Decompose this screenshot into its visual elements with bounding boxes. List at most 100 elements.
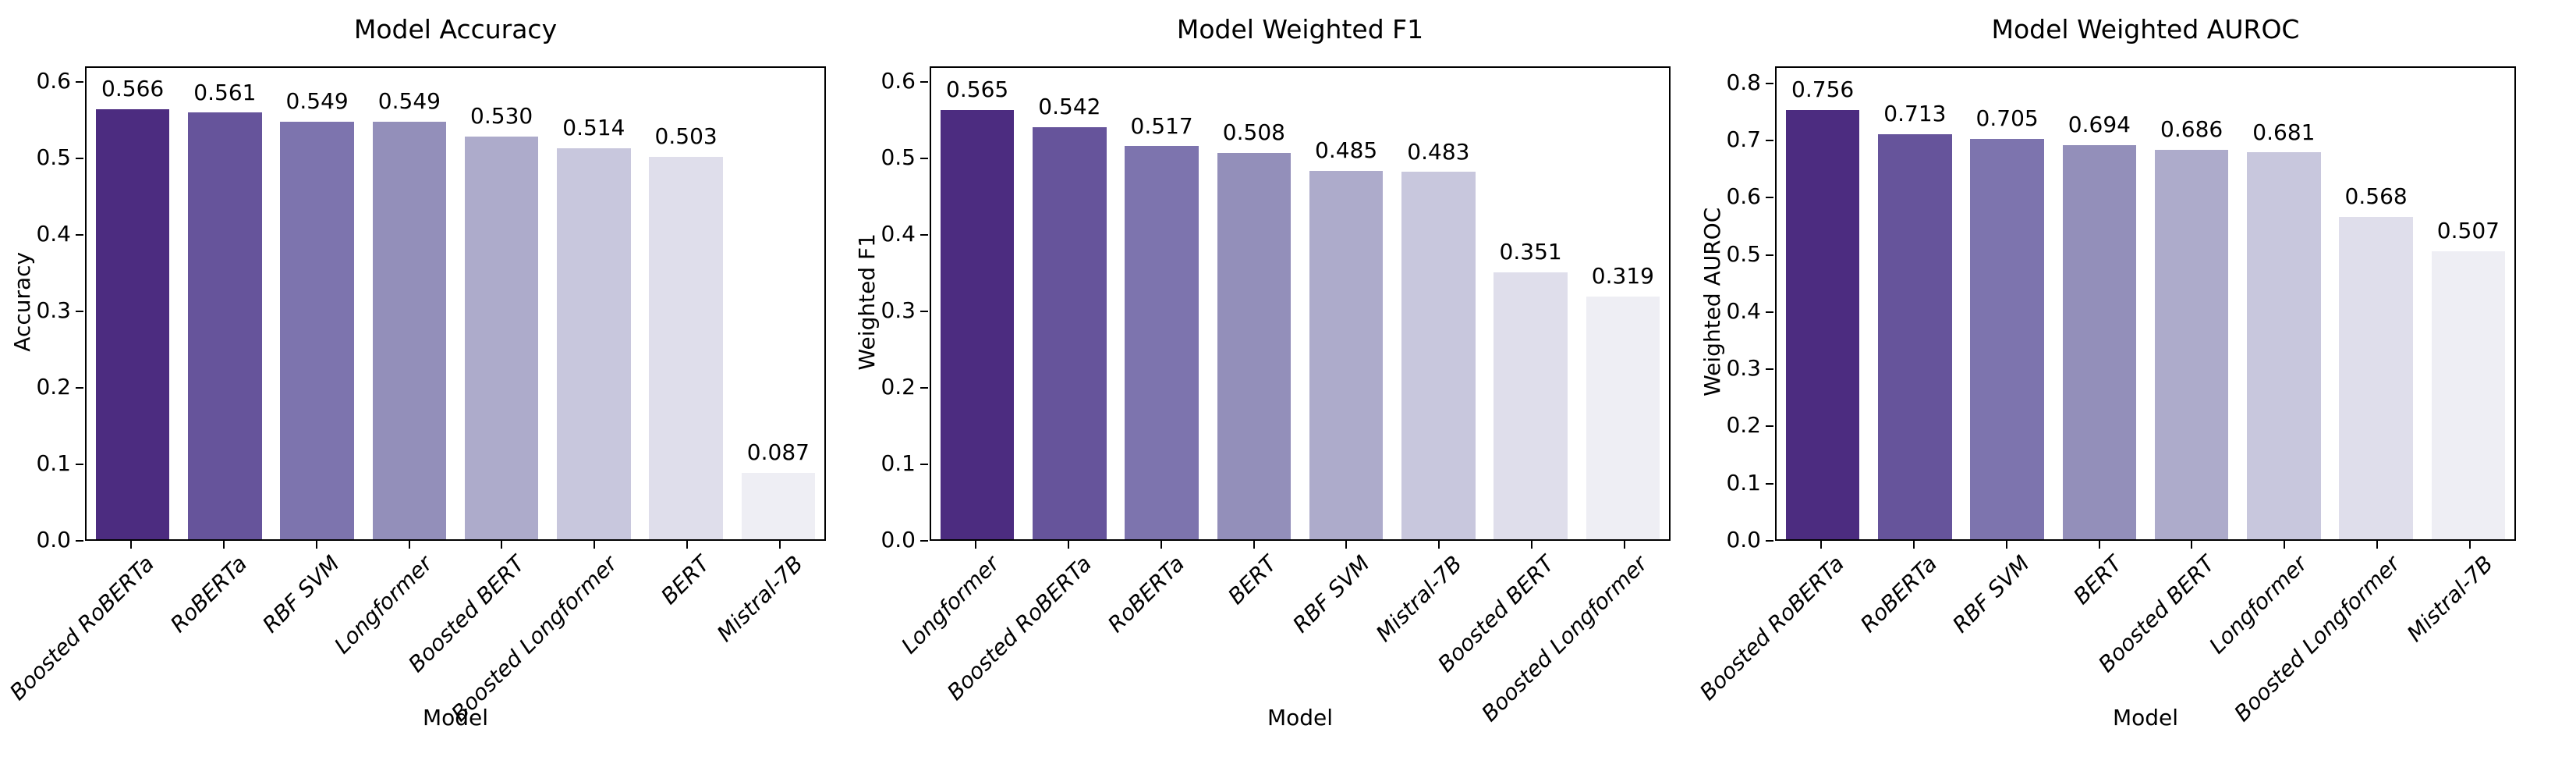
- y-tick-mark: [76, 310, 83, 312]
- x-tick-label: Mistral-7B: [2401, 550, 2498, 647]
- bar: [188, 112, 262, 539]
- x-tick-mark: [686, 541, 688, 549]
- x-tick-mark: [1820, 541, 1823, 549]
- y-tick-mark: [1766, 311, 1773, 313]
- x-tick-mark: [223, 541, 225, 549]
- x-tick-mark: [2284, 541, 2286, 549]
- y-tick-mark: [920, 157, 928, 159]
- bar: [280, 122, 354, 539]
- bar-value-label: 0.485: [1315, 137, 1378, 163]
- x-tick-label: RoBERTa: [1855, 550, 1943, 638]
- y-tick-mark: [920, 540, 928, 542]
- x-tick-mark: [975, 541, 977, 549]
- bar: [1033, 127, 1107, 539]
- y-tick-mark: [76, 157, 83, 159]
- x-tick-label: Mistral-7B: [1370, 550, 1468, 647]
- y-tick-mark: [920, 386, 928, 389]
- chart-panel-accuracy: Model Accuracy Accuracy 0.566 0.561 0.549 0…: [5, 0, 826, 757]
- bar-value-label: 0.686: [2160, 116, 2223, 142]
- x-tick-label: Boosted Longformer: [446, 550, 623, 727]
- chart-title: Model Weighted F1: [1176, 14, 1424, 44]
- bar-value-label: 0.694: [2068, 112, 2131, 138]
- bar-value-label: 0.351: [1499, 239, 1562, 265]
- y-tick-label: 0.0: [881, 527, 916, 553]
- x-tick-mark: [1530, 541, 1532, 549]
- x-tick-label: RBF SVM: [1287, 550, 1375, 638]
- y-tick-label: 0.6: [881, 67, 916, 94]
- x-tick-label: Boosted RoBERTa: [5, 550, 160, 705]
- y-tick-label: 0.1: [1726, 469, 1761, 496]
- bar-value-label: 0.756: [1791, 76, 1855, 103]
- y-tick-label: 0.1: [36, 450, 71, 476]
- bar-value-label: 0.319: [1591, 263, 1654, 290]
- bar: [741, 473, 816, 539]
- y-tick-label: 0.3: [881, 297, 916, 323]
- bar: [557, 148, 631, 539]
- bar: [1970, 138, 2044, 539]
- y-axis-label: Accuracy: [9, 251, 36, 352]
- x-axis-label: Model: [1267, 705, 1334, 730]
- bar-value-label: 0.087: [746, 439, 810, 466]
- y-tick-mark: [76, 386, 83, 389]
- y-tick-mark: [1766, 425, 1773, 428]
- x-tick-mark: [501, 541, 503, 549]
- y-tick-label: 0.2: [881, 373, 916, 400]
- bar-value-label: 0.508: [1222, 119, 1285, 146]
- bar-value-label: 0.542: [1038, 94, 1101, 120]
- bar: [2431, 251, 2506, 539]
- y-tick-label: 0.5: [881, 144, 916, 170]
- bar-value-label: 0.681: [2252, 119, 2316, 145]
- bar: [649, 156, 723, 539]
- plot-box: 0.566 0.561 0.549 0.549 0.530 0.514 0.503 0.087: [85, 66, 826, 541]
- y-tick-mark: [1766, 254, 1773, 256]
- x-tick-label: Boosted Longformer: [2229, 550, 2405, 727]
- bar-value-label: 0.549: [377, 88, 441, 115]
- y-tick-mark: [1766, 368, 1773, 371]
- bar: [1217, 153, 1292, 539]
- bar: [372, 122, 447, 539]
- bar: [1878, 134, 1952, 539]
- plot-box: 0.565 0.542 0.517 0.508 0.485 0.483 0.351 0.319: [930, 66, 1671, 541]
- x-tick-mark: [130, 541, 133, 549]
- x-tick-label: BERT: [656, 550, 715, 610]
- x-tick-label: RBF SVM: [257, 550, 345, 638]
- x-tick-mark: [2468, 541, 2471, 549]
- bar-value-label: 0.507: [2436, 218, 2500, 244]
- x-tick-label: RoBERTa: [1102, 550, 1189, 638]
- x-tick-label: BERT: [1223, 550, 1282, 610]
- bar: [2339, 216, 2413, 539]
- y-tick-label: 0.2: [36, 373, 71, 400]
- y-tick-mark: [1766, 82, 1773, 84]
- bar-value-label: 0.549: [285, 88, 349, 115]
- y-tick-label: 0.4: [881, 220, 916, 247]
- x-tick-label: BERT: [2068, 550, 2128, 610]
- y-tick-mark: [920, 233, 928, 236]
- y-tick-label: 0.3: [36, 297, 71, 323]
- x-tick-label: RoBERTa: [165, 550, 253, 638]
- bar-value-label: 0.568: [2344, 183, 2408, 209]
- y-tick-mark: [1766, 482, 1773, 485]
- bar: [2247, 152, 2321, 539]
- y-tick-label: 0.0: [1726, 527, 1761, 553]
- y-tick-mark: [1766, 197, 1773, 199]
- y-tick-mark: [920, 463, 928, 465]
- x-axis-label: Model: [422, 705, 489, 730]
- y-tick-mark: [76, 540, 83, 542]
- x-axis-label: Model: [2112, 705, 2179, 730]
- x-tick-mark: [1253, 541, 1255, 549]
- x-tick-mark: [2005, 541, 2007, 549]
- bar: [2154, 149, 2229, 539]
- bar: [464, 136, 539, 539]
- bar-value-label: 0.705: [1975, 105, 2039, 132]
- x-tick-mark: [1913, 541, 1915, 549]
- y-tick-label: 0.2: [1726, 412, 1761, 439]
- bar-value-label: 0.503: [654, 123, 718, 150]
- x-tick-mark: [1160, 541, 1162, 549]
- x-tick-mark: [2098, 541, 2100, 549]
- bar-value-label: 0.514: [562, 115, 625, 141]
- x-tick-mark: [1345, 541, 1348, 549]
- bar: [2062, 144, 2137, 539]
- chart-title: Model Accuracy: [353, 14, 558, 44]
- y-tick-label: 0.3: [1726, 355, 1761, 382]
